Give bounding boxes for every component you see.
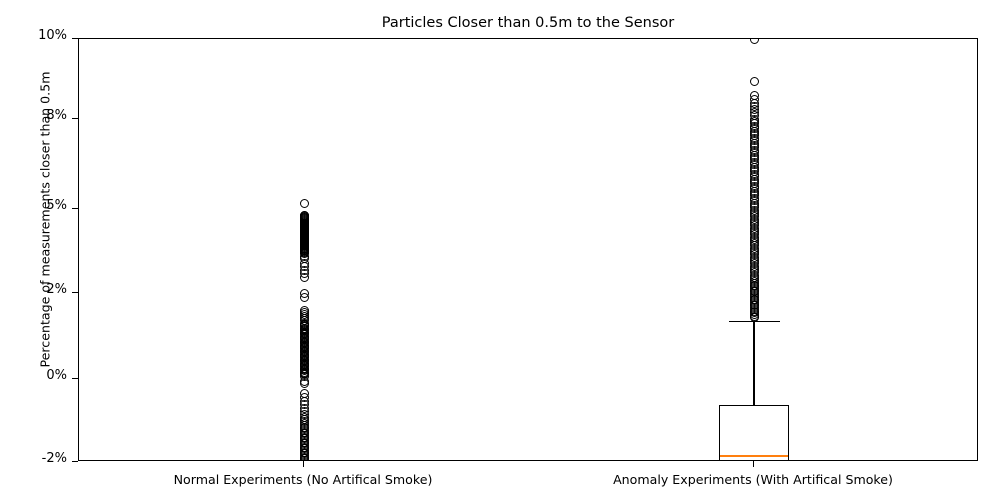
whisker-upper-line	[753, 320, 755, 405]
x-tick-mark	[753, 461, 755, 467]
y-tick-0: 10%	[0, 28, 78, 43]
y-tick-5: -2%	[0, 451, 78, 466]
y-tick-label: 0%	[46, 368, 67, 383]
y-tick-4: 0%	[0, 368, 78, 383]
y-tick-mark	[72, 38, 78, 40]
y-tick-mark	[72, 461, 78, 463]
x-tick-label: Normal Experiments (No Artifical Smoke)	[173, 472, 433, 487]
y-tick-2: 5%	[0, 198, 78, 213]
y-tick-1: 8%	[0, 108, 78, 123]
outlier-point	[749, 76, 759, 86]
outlier-point	[299, 198, 309, 208]
y-tick-mark	[72, 378, 78, 380]
y-tick-mark	[72, 292, 78, 294]
x-tick-mark	[303, 461, 305, 467]
plot-area	[78, 38, 978, 461]
boxplot-anomaly	[79, 39, 977, 460]
y-tick-label: 2%	[46, 282, 67, 297]
outlier-point	[749, 39, 759, 44]
outlier-point	[299, 457, 309, 460]
outlier-point	[299, 292, 309, 302]
y-tick-label: 10%	[38, 28, 67, 43]
outlier-point	[299, 379, 309, 389]
outlier-point	[299, 455, 309, 460]
y-tick-mark	[72, 118, 78, 120]
box-iqr	[719, 404, 789, 460]
median-line	[720, 454, 788, 457]
outlier-point	[749, 313, 759, 323]
y-tick-mark	[72, 208, 78, 210]
x-tick-label: Anomaly Experiments (With Artifical Smok…	[613, 472, 893, 487]
y-tick-3: 2%	[0, 282, 78, 297]
y-tick-label: 5%	[46, 198, 67, 213]
y-tick-label: -2%	[41, 451, 67, 466]
boxplot-normal	[79, 39, 977, 460]
page-title: Particles Closer than 0.5m to the Sensor	[381, 15, 675, 31]
y-tick-label: 8%	[46, 108, 67, 123]
outlier-point	[299, 272, 309, 282]
